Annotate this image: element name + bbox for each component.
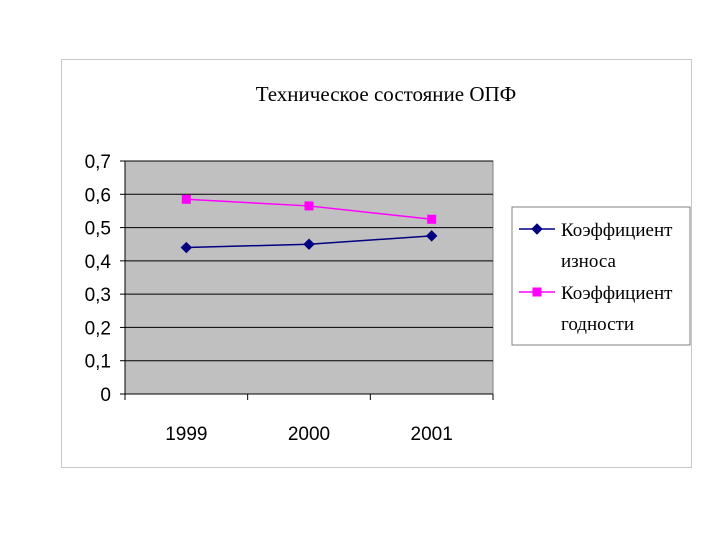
legend: Коэффициент износа Коэффициент годности: [511, 206, 691, 346]
data-point-series-2: [181, 194, 191, 204]
y-tick-label: 0,7: [85, 152, 111, 173]
legend-marker-2: [532, 287, 542, 297]
data-point-series-1: [425, 230, 438, 242]
y-tick-label: 0,4: [85, 252, 112, 273]
legend-marker-1: [531, 223, 543, 235]
y-tick-label: 0,2: [85, 318, 111, 339]
legend-label-2: годности: [561, 314, 634, 335]
x-tick-label: 2001: [411, 424, 453, 445]
series-layer: [180, 194, 438, 254]
data-point-series-1: [303, 238, 315, 250]
gridlines: [125, 160, 493, 362]
x-tick-label: 2000: [288, 424, 330, 445]
y-tick-label: 0,5: [85, 219, 111, 240]
y-axis: 0 0,1 0,2 0,3 0,4 0,5 0,6 0,7: [85, 152, 126, 406]
legend-label-2: Коэффициент: [561, 283, 673, 304]
legend-label-1: Коэффициент: [561, 220, 673, 241]
x-axis: 1999 2000 2001: [124, 393, 494, 445]
data-point-series-2: [427, 214, 437, 224]
plot-area: [124, 160, 494, 395]
x-tick-label: 1999: [165, 424, 207, 445]
y-tick-label: 0,6: [85, 185, 111, 206]
data-point-series-1: [180, 241, 193, 254]
y-tick-label: 0,3: [85, 285, 111, 306]
y-tick-label: 0,1: [85, 352, 111, 373]
chart-title: Техническое состояние ОПФ: [256, 82, 517, 106]
data-point-series-2: [304, 201, 314, 211]
legend-label-1: износа: [561, 251, 616, 272]
y-tick-label: 0: [100, 385, 111, 406]
